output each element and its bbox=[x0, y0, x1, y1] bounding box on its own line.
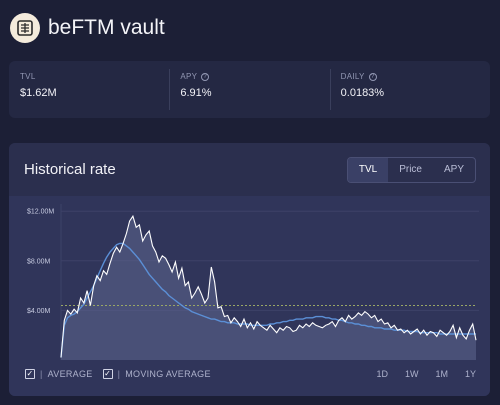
tab-apy[interactable]: APY bbox=[443, 164, 464, 175]
tvl-chart: $4.00M $8.00M $12.00M bbox=[27, 204, 479, 360]
stat-label: TVL bbox=[20, 72, 36, 81]
legend-moving-average-label: MOVING AVERAGE bbox=[125, 369, 211, 379]
tvl-line bbox=[60, 214, 477, 358]
stat-value: 6.91% bbox=[180, 87, 212, 99]
legend-average-toggle[interactable]: ✓ | AVERAGE bbox=[25, 369, 93, 379]
y-tick-label: $12.00M bbox=[27, 209, 54, 216]
checkbox-checked-icon[interactable]: ✓ bbox=[25, 369, 35, 379]
y-tick-label: $8.00M bbox=[27, 258, 51, 265]
tab-price[interactable]: Price bbox=[399, 164, 422, 175]
help-icon[interactable]: ? bbox=[201, 72, 210, 81]
stat-label: APY bbox=[180, 72, 198, 81]
legend-moving-average-toggle[interactable]: ✓ | MOVING AVERAGE bbox=[102, 369, 211, 379]
stat-daily: DAILY? 0.0183% bbox=[329, 61, 490, 118]
historical-rate-card: Historical rate TVL Price APY $4.00M $8.0… bbox=[9, 143, 490, 396]
card-header: Historical rate TVL Price APY bbox=[9, 143, 490, 196]
legend-average-label: AVERAGE bbox=[47, 369, 93, 379]
range-1m[interactable]: 1M bbox=[435, 369, 448, 379]
range-1w[interactable]: 1W bbox=[404, 369, 419, 379]
checkbox-checked-icon[interactable]: ✓ bbox=[102, 369, 113, 379]
chart-legend: ✓ | AVERAGE ✓ | MOVING AVERAGE bbox=[25, 369, 211, 379]
stat-tvl: TVL $1.62M bbox=[9, 61, 169, 118]
vault-header: beFTM vault bbox=[10, 10, 165, 46]
y-tick-label: $4.00M bbox=[27, 308, 51, 315]
chart-tabs: TVL Price APY bbox=[346, 157, 476, 183]
tvl-area bbox=[61, 216, 476, 360]
stat-value: $1.62M bbox=[20, 87, 57, 99]
stat-value: 0.0183% bbox=[340, 87, 385, 99]
stats-panel: TVL $1.62M APY? 6.91% DAILY? 0.0183% bbox=[9, 61, 490, 118]
stat-apy: APY? 6.91% bbox=[169, 61, 329, 118]
time-range-selector: 1D 1W 1M 1Y bbox=[376, 369, 476, 379]
chart-area: $4.00M $8.00M $12.00M bbox=[9, 196, 490, 396]
range-1d[interactable]: 1D bbox=[376, 369, 388, 379]
help-icon[interactable]: ? bbox=[368, 72, 377, 81]
beefy-logo-icon bbox=[10, 13, 40, 43]
range-1y[interactable]: 1Y bbox=[464, 369, 476, 379]
vault-title: beFTM vault bbox=[48, 16, 165, 39]
tab-tvl[interactable]: TVL bbox=[347, 158, 389, 182]
card-title: Historical rate bbox=[24, 161, 116, 178]
stat-label: DAILY bbox=[340, 72, 365, 81]
